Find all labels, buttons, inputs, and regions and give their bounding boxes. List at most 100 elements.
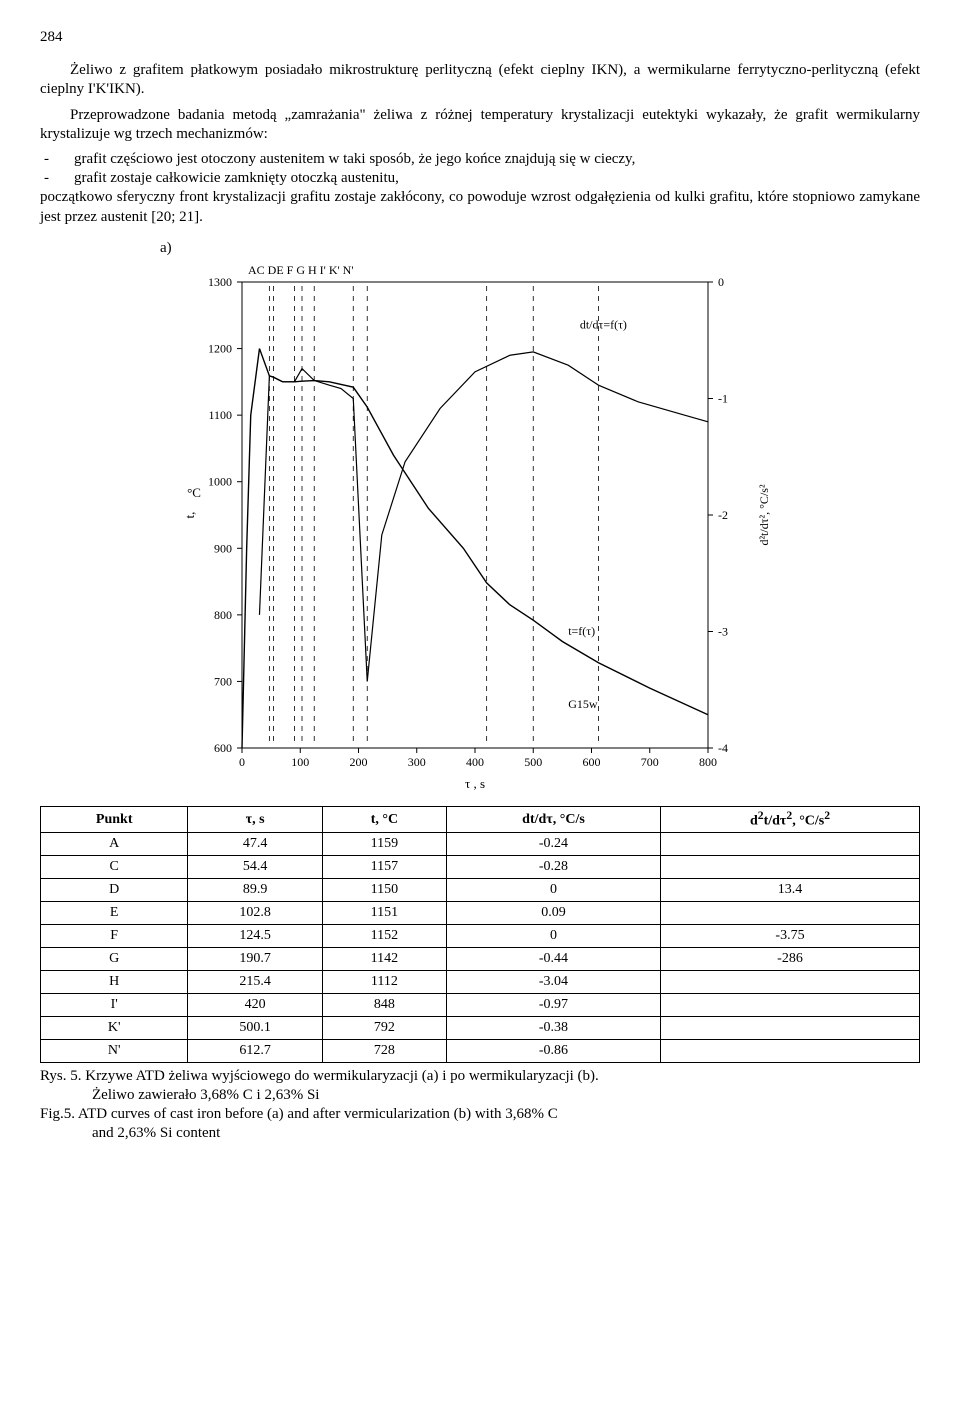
svg-text:°C: °C xyxy=(187,485,201,500)
caption-rys: Rys. 5. Krzywe ATD żeliwa wyjściowego do… xyxy=(40,1067,920,1105)
svg-text:1300: 1300 xyxy=(208,275,232,289)
svg-text:0: 0 xyxy=(239,755,245,769)
svg-text:300: 300 xyxy=(408,755,426,769)
table-cell: A xyxy=(41,833,188,856)
table-cell: -0.24 xyxy=(446,833,660,856)
chart-container: 0100200300400500600700800τ , s6007008009… xyxy=(40,254,920,794)
svg-text:800: 800 xyxy=(214,608,232,622)
table-cell: 612.7 xyxy=(188,1039,322,1062)
table-cell: 47.4 xyxy=(188,833,322,856)
table-cell xyxy=(661,902,920,925)
table-cell: 124.5 xyxy=(188,925,322,948)
svg-text:400: 400 xyxy=(466,755,484,769)
table-cell: 54.4 xyxy=(188,856,322,879)
svg-text:0: 0 xyxy=(718,275,724,289)
table-cell: E xyxy=(41,902,188,925)
table-cell: 792 xyxy=(322,1016,446,1039)
page-number: 284 xyxy=(40,28,920,47)
table-cell: 0 xyxy=(446,925,660,948)
table-cell: G xyxy=(41,947,188,970)
table-cell xyxy=(661,1016,920,1039)
table-cell: H xyxy=(41,970,188,993)
table-row: I'420848-0.97 xyxy=(41,993,920,1016)
table-cell: 1152 xyxy=(322,925,446,948)
table-cell: 102.8 xyxy=(188,902,322,925)
table-cell: -0.97 xyxy=(446,993,660,1016)
table-cell: -0.86 xyxy=(446,1039,660,1062)
table-row: G190.71142-0.44-286 xyxy=(41,947,920,970)
table-cell: -3.75 xyxy=(661,925,920,948)
table-cell: -0.28 xyxy=(446,856,660,879)
table-row: K'500.1792-0.38 xyxy=(41,1016,920,1039)
table-row: F124.511520-3.75 xyxy=(41,925,920,948)
svg-text:100: 100 xyxy=(291,755,309,769)
svg-text:τ , s: τ , s xyxy=(465,776,485,791)
table-row: N'612.7728-0.86 xyxy=(41,1039,920,1062)
svg-text:AC DE F G H: AC DE F G H I' K' N' xyxy=(248,263,354,277)
svg-text:1200: 1200 xyxy=(208,341,232,355)
svg-text:1000: 1000 xyxy=(208,475,232,489)
table-cell: 89.9 xyxy=(188,879,322,902)
table-cell: 1159 xyxy=(322,833,446,856)
table-cell xyxy=(661,970,920,993)
svg-text:-2: -2 xyxy=(718,508,728,522)
svg-text:-1: -1 xyxy=(718,391,728,405)
table-cell: 1157 xyxy=(322,856,446,879)
table-cell: 13.4 xyxy=(661,879,920,902)
table-row: C54.41157-0.28 xyxy=(41,856,920,879)
table-cell xyxy=(661,993,920,1016)
caption-fig-line1: Fig.5. ATD curves of cast iron before (a… xyxy=(40,1106,558,1122)
svg-text:t=f(τ): t=f(τ) xyxy=(568,624,595,638)
table-cell: 1112 xyxy=(322,970,446,993)
table-cell xyxy=(661,856,920,879)
table-cell: C xyxy=(41,856,188,879)
table-cell: N' xyxy=(41,1039,188,1062)
svg-text:700: 700 xyxy=(214,674,232,688)
table-cell: 0.09 xyxy=(446,902,660,925)
dash-icon: - xyxy=(40,150,74,169)
table-cell: D xyxy=(41,879,188,902)
table-header: d2t/dτ2, °C/s2 xyxy=(661,806,920,833)
table-header: Punkt xyxy=(41,806,188,833)
table-cell: -0.38 xyxy=(446,1016,660,1039)
table-cell: 728 xyxy=(322,1039,446,1062)
svg-text:-4: -4 xyxy=(718,741,728,755)
list-item-2: - grafit zostaje całkowicie zamknięty ot… xyxy=(40,169,920,188)
caption-fig-line2: and 2,63% Si content xyxy=(40,1124,920,1143)
table-header: dt/dτ, °C/s xyxy=(446,806,660,833)
list-text-2: grafit zostaje całkowicie zamknięty otoc… xyxy=(74,169,920,188)
table-cell xyxy=(661,833,920,856)
atd-chart: 0100200300400500600700800τ , s6007008009… xyxy=(180,254,780,794)
paragraph-1: Żeliwo z grafitem płatkowym posiadało mi… xyxy=(40,61,920,99)
table-cell: 1150 xyxy=(322,879,446,902)
table-cell: K' xyxy=(41,1016,188,1039)
svg-text:d²t/dτ², °C/s²: d²t/dτ², °C/s² xyxy=(757,484,771,545)
table-cell: 1142 xyxy=(322,947,446,970)
table-row: H215.41112-3.04 xyxy=(41,970,920,993)
svg-text:200: 200 xyxy=(350,755,368,769)
caption-rys-line1: Rys. 5. Krzywe ATD żeliwa wyjściowego do… xyxy=(40,1068,599,1084)
table-row: A47.41159-0.24 xyxy=(41,833,920,856)
table-header: t, °C xyxy=(322,806,446,833)
table-cell: 848 xyxy=(322,993,446,1016)
list-text-1: grafit częściowo jest otoczony austenite… xyxy=(74,150,920,169)
table-cell: 500.1 xyxy=(188,1016,322,1039)
svg-text:t,: t, xyxy=(182,511,197,518)
svg-text:600: 600 xyxy=(583,755,601,769)
svg-text:800: 800 xyxy=(699,755,717,769)
table-cell: F xyxy=(41,925,188,948)
dash-icon: - xyxy=(40,169,74,188)
table-cell: -0.44 xyxy=(446,947,660,970)
table-cell: -3.04 xyxy=(446,970,660,993)
svg-text:G15w: G15w xyxy=(568,697,598,711)
table-cell xyxy=(661,1039,920,1062)
table-cell: I' xyxy=(41,993,188,1016)
caption-fig: Fig.5. ATD curves of cast iron before (a… xyxy=(40,1105,920,1143)
table-cell: 190.7 xyxy=(188,947,322,970)
svg-text:700: 700 xyxy=(641,755,659,769)
table-row: E102.811510.09 xyxy=(41,902,920,925)
table-cell: 1151 xyxy=(322,902,446,925)
svg-text:600: 600 xyxy=(214,741,232,755)
table-cell: -286 xyxy=(661,947,920,970)
table-cell: 420 xyxy=(188,993,322,1016)
